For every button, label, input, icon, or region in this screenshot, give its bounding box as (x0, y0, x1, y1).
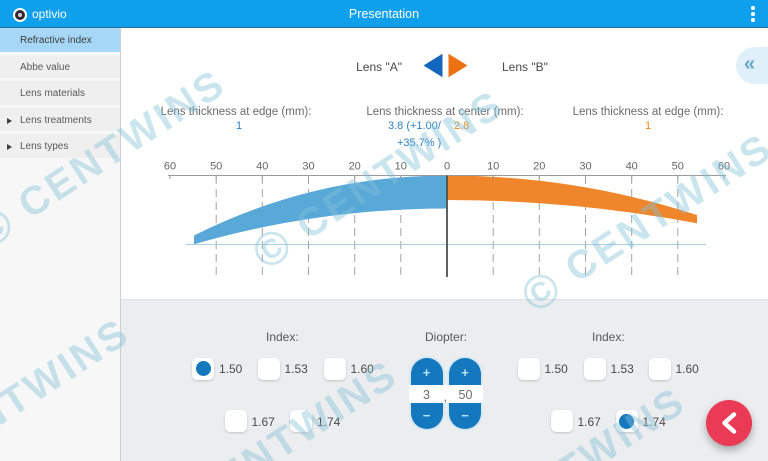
svg-text:60: 60 (718, 161, 730, 173)
svg-text:20: 20 (349, 161, 361, 173)
svg-text:30: 30 (579, 161, 591, 173)
svg-text:40: 40 (256, 161, 268, 173)
svg-text:10: 10 (487, 161, 499, 173)
svg-text:50: 50 (210, 161, 222, 173)
svg-text:60: 60 (164, 161, 176, 173)
svg-text:50: 50 (672, 161, 684, 173)
svg-text:10: 10 (395, 161, 407, 173)
svg-text:0: 0 (444, 161, 450, 173)
svg-text:20: 20 (533, 161, 545, 173)
svg-text:30: 30 (302, 161, 314, 173)
svg-text:40: 40 (626, 161, 638, 173)
